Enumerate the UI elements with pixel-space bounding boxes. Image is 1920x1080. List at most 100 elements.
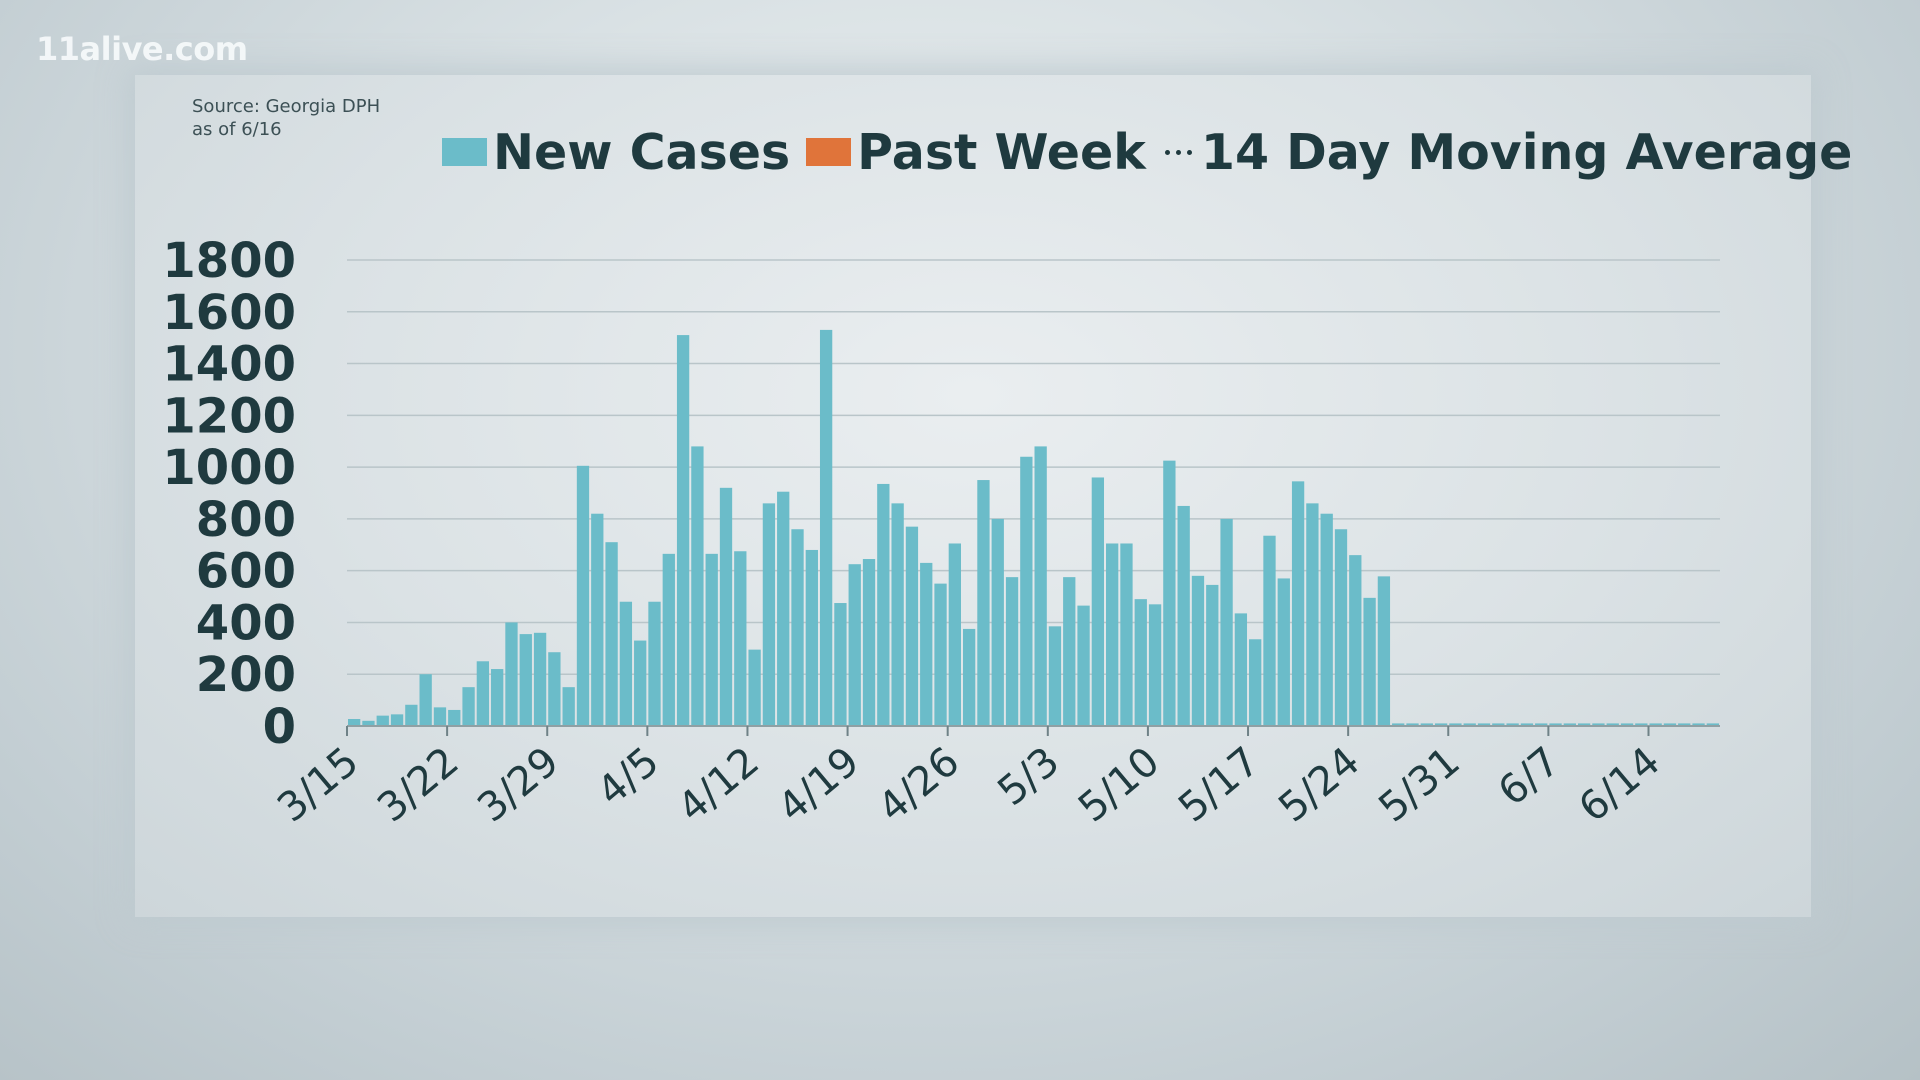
bar: [1406, 723, 1419, 726]
y-tick-label: 600: [196, 544, 296, 600]
bar: [1363, 597, 1376, 726]
x-tick-label: 4/19: [770, 738, 868, 831]
bar: [1306, 503, 1319, 726]
bar: [1077, 605, 1090, 726]
bar: [1649, 723, 1662, 726]
legend-swatch-past-week: [806, 138, 852, 166]
bar: [519, 634, 532, 726]
bar: [1291, 481, 1305, 726]
bar: [462, 687, 475, 726]
bar: [1163, 460, 1176, 726]
bar: [1392, 723, 1405, 726]
x-tick-label: 4/26: [870, 738, 968, 831]
x-tick-label: 5/31: [1370, 738, 1468, 831]
bar: [1063, 577, 1076, 726]
source-line: Source: Georgia DPH: [192, 96, 381, 117]
bar: [676, 335, 690, 726]
bar: [1034, 446, 1047, 726]
y-tick-label: 1400: [162, 337, 296, 393]
bar: [848, 564, 861, 726]
bar: [1120, 543, 1133, 726]
bar: [548, 652, 561, 726]
bar: [834, 603, 847, 726]
bar: [777, 491, 790, 726]
x-tick-label: 4/12: [670, 738, 768, 831]
bar: [1191, 575, 1205, 726]
bar: [1148, 604, 1162, 726]
bar: [662, 553, 675, 726]
bar: [1234, 613, 1248, 726]
bar: [1506, 723, 1519, 726]
bar: [448, 709, 461, 726]
x-tick-label: 6/14: [1571, 738, 1669, 831]
legend-label-new-cases: New Cases: [493, 123, 791, 181]
bar: [1563, 723, 1576, 726]
legend-label-moving-average: 14 Day Moving Average: [1200, 123, 1853, 181]
y-tick-label: 1800: [162, 233, 296, 289]
bar: [948, 543, 961, 726]
bar: [562, 687, 575, 726]
y-tick-label: 200: [196, 647, 296, 703]
bar: [748, 649, 761, 726]
bar: [691, 446, 704, 726]
bar: [1277, 578, 1290, 726]
bar: [1678, 723, 1691, 726]
legend-label-past-week: Past Week: [857, 123, 1146, 181]
y-tick-label: 0: [263, 699, 296, 755]
bar: [1463, 723, 1476, 726]
bar: [491, 669, 504, 726]
bar: [862, 559, 876, 726]
bar: [762, 503, 776, 726]
x-tick-label: 5/3: [989, 738, 1068, 815]
bar: [1692, 723, 1705, 726]
bar: [1020, 456, 1033, 726]
bar: [934, 583, 947, 726]
source-note: Source: Georgia DPH as of 6/16: [192, 95, 380, 141]
bar: [819, 329, 833, 726]
legend-item-moving-average: 14 Day Moving Average: [1162, 123, 1853, 181]
bar: [533, 632, 547, 726]
bar: [1620, 723, 1634, 726]
x-tick-label: 5/17: [1170, 738, 1268, 831]
legend-item-new-cases: New Cases: [442, 124, 790, 181]
x-tick-label: 5/10: [1070, 738, 1168, 831]
bar: [1048, 626, 1062, 726]
bar: [1106, 543, 1119, 726]
bar: [1005, 577, 1019, 726]
bar: [1549, 723, 1562, 726]
bar: [1606, 723, 1619, 726]
bar: [962, 628, 976, 726]
bar: [619, 601, 633, 726]
bar: [1134, 599, 1147, 726]
bar: [1349, 555, 1362, 726]
x-tick-label: 6/7: [1490, 738, 1569, 815]
bar: [1320, 513, 1333, 726]
bar: [419, 674, 432, 726]
bar: [591, 513, 604, 726]
bar: [376, 715, 389, 726]
bar: [390, 714, 404, 726]
bar: [791, 529, 804, 726]
bar: [1091, 477, 1105, 726]
bar: [405, 704, 418, 726]
bar: [1520, 723, 1534, 726]
bar: [348, 719, 361, 726]
y-tick-label: 1200: [162, 388, 296, 444]
bar: [505, 622, 518, 726]
bar: [1177, 505, 1190, 726]
bar: [905, 526, 919, 726]
y-tick-label: 1000: [162, 440, 296, 496]
bar: [1334, 529, 1348, 726]
bar: [1706, 723, 1719, 726]
x-tick-label: 4/5: [589, 738, 668, 815]
bar: [1220, 518, 1233, 726]
chart-legend: New Cases Past Week 14 Day Moving Averag…: [442, 120, 1868, 184]
bar: [1577, 723, 1591, 726]
x-tick-label: 5/24: [1270, 738, 1368, 831]
bar: [1663, 723, 1677, 726]
x-tick-label: 3/22: [369, 738, 467, 831]
bar: [1635, 723, 1648, 726]
bar: [1206, 584, 1219, 726]
x-tick-label: 3/29: [469, 738, 567, 831]
